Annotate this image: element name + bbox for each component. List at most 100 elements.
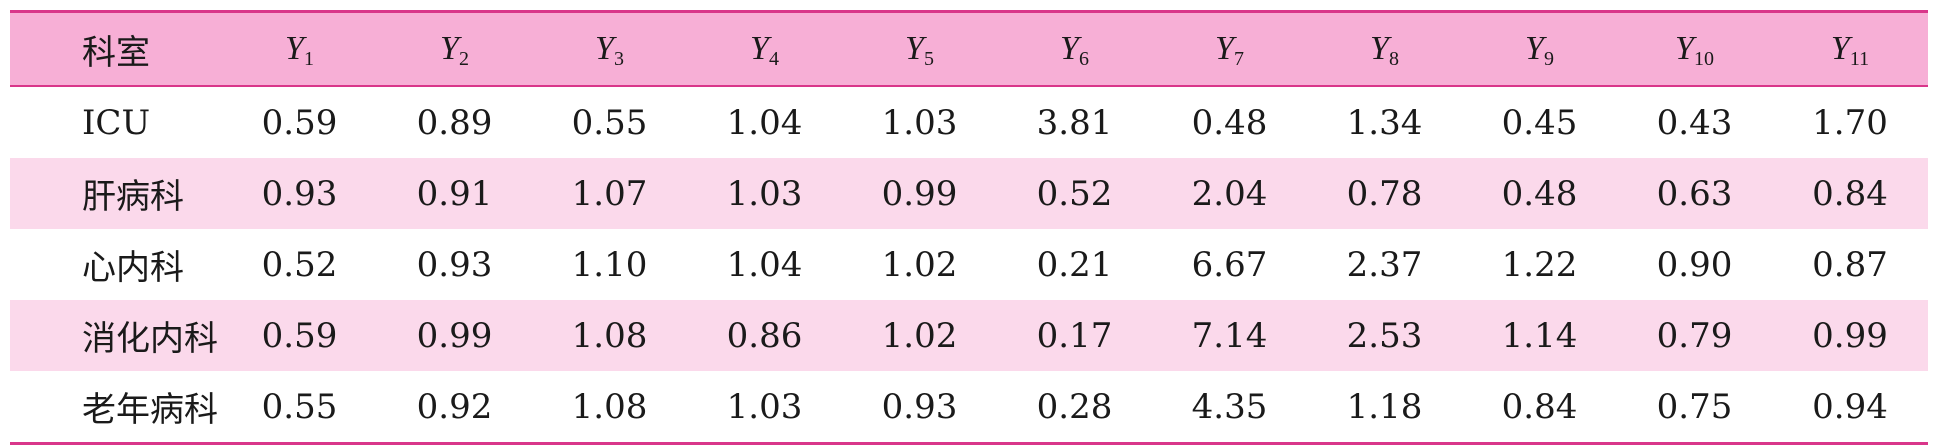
data-table-container: 科室 Y1 Y2 Y3 Y4 Y5 Y6 Y7 Y8 Y9 Y10 Y11 ICU 0.59 0.89 0… <box>10 10 1928 445</box>
value-cell: 0.89 <box>416 102 493 143</box>
value-cell: 4.35 <box>1191 386 1268 427</box>
value-cell: 0.28 <box>1036 386 1113 427</box>
value-cell: 0.43 <box>1656 102 1733 143</box>
variable-subscript: 11 <box>1849 47 1870 70</box>
value-cell: 0.55 <box>261 386 338 427</box>
value-cell: 1.10 <box>571 244 648 285</box>
variable-subscript: 4 <box>768 47 779 70</box>
value-cell: 0.99 <box>416 315 493 356</box>
header-variable: Y11 <box>1830 29 1870 70</box>
value-cell: 0.48 <box>1501 173 1578 214</box>
value-cell: 0.93 <box>416 244 493 285</box>
value-cell: 0.55 <box>571 102 648 143</box>
table-header: 科室 Y1 Y2 Y3 Y4 Y5 Y6 Y7 Y8 Y9 Y10 Y11 <box>10 11 1928 87</box>
header-variable: Y5 <box>905 30 934 70</box>
table-body: ICU 0.59 0.89 0.55 1.04 1.03 3.81 0.48 1.34 0.45 0… <box>10 86 1928 444</box>
value-cell: 1.14 <box>1501 315 1578 356</box>
header-variable: Y2 <box>440 29 469 70</box>
value-cell: 1.03 <box>726 173 803 214</box>
value-cell: 1.02 <box>881 244 958 285</box>
value-cell: 1.34 <box>1346 102 1423 143</box>
variable-subscript: 3 <box>613 47 624 70</box>
value-cell: 1.04 <box>726 102 803 143</box>
variable-letter: Y <box>285 29 304 67</box>
value-cell: 0.52 <box>1036 173 1113 214</box>
value-cell: 0.99 <box>1812 315 1888 356</box>
variable-letter: Y <box>1525 29 1544 67</box>
table-row: 肝病科 0.93 0.91 1.07 1.03 0.99 0.52 2.04 0.78 0.48 0… <box>10 158 1928 229</box>
variable-subscript: 5 <box>923 47 934 70</box>
value-cell: 0.59 <box>261 315 338 356</box>
header-y1: Y1 <box>222 12 377 87</box>
dept-cell: 心内科 <box>82 248 184 288</box>
value-cell: 0.59 <box>261 102 338 143</box>
table-row: 老年病科 0.55 0.92 1.08 1.03 0.93 0.28 4.35 1.18 0.84… <box>10 371 1928 444</box>
value-cell: 0.90 <box>1656 244 1733 285</box>
value-cell: 0.84 <box>1501 386 1578 427</box>
variable-letter: Y <box>750 29 769 67</box>
header-y4: Y4 <box>687 12 842 87</box>
value-cell: 0.93 <box>881 386 958 427</box>
header-dept: 科室 <box>82 32 150 73</box>
variable-subscript: 9 <box>1543 47 1554 70</box>
value-cell: 0.52 <box>261 244 338 285</box>
value-cell: 7.14 <box>1191 315 1268 356</box>
variable-letter: Y <box>1060 29 1079 67</box>
header-variable: Y7 <box>1215 29 1244 70</box>
header-y10: Y10 <box>1617 12 1772 87</box>
variable-subscript: 1 <box>303 47 314 70</box>
value-cell: 0.99 <box>881 173 958 214</box>
value-cell: 0.45 <box>1501 102 1578 143</box>
value-cell: 0.91 <box>416 173 493 214</box>
variable-subscript: 10 <box>1693 47 1714 70</box>
variable-subscript: 2 <box>458 47 469 70</box>
value-cell: 0.21 <box>1036 244 1113 285</box>
value-cell: 1.18 <box>1346 386 1423 427</box>
header-variable: Y10 <box>1675 29 1714 70</box>
header-y11: Y11 <box>1772 12 1928 87</box>
value-cell: 6.67 <box>1191 244 1268 285</box>
value-cell: 2.37 <box>1346 244 1423 285</box>
value-cell: 2.04 <box>1191 173 1268 214</box>
header-y9: Y9 <box>1462 12 1617 87</box>
header-row: 科室 Y1 Y2 Y3 Y4 Y5 Y6 Y7 Y8 Y9 Y10 Y11 <box>10 11 1928 87</box>
header-y5: Y5 <box>842 12 997 87</box>
variable-letter: Y <box>1675 29 1694 67</box>
header-variable: Y4 <box>750 29 779 70</box>
variable-letter: Y <box>440 29 459 67</box>
header-y6: Y6 <box>997 12 1152 87</box>
header-y7: Y7 <box>1152 12 1307 87</box>
table-row: ICU 0.59 0.89 0.55 1.04 1.03 3.81 0.48 1.34 0.45 0… <box>10 86 1928 158</box>
value-cell: 0.93 <box>261 173 338 214</box>
header-y8: Y8 <box>1307 12 1462 87</box>
value-cell: 1.04 <box>726 244 803 285</box>
value-cell: 1.02 <box>881 315 958 356</box>
variable-letter: Y <box>595 29 614 67</box>
value-cell: 1.03 <box>881 102 958 143</box>
value-cell: 1.03 <box>726 386 803 427</box>
value-cell: 1.07 <box>571 173 648 214</box>
header-variable: Y1 <box>285 29 314 70</box>
header-variable: Y8 <box>1370 30 1399 70</box>
value-cell: 0.84 <box>1812 173 1888 214</box>
value-cell: 0.48 <box>1191 102 1268 143</box>
table-row: 心内科 0.52 0.93 1.10 1.04 1.02 0.21 6.67 2.37 1.22 0… <box>10 229 1928 300</box>
dept-cell: ICU <box>82 102 151 143</box>
dept-cell: 消化内科 <box>82 319 218 359</box>
value-cell: 0.86 <box>726 315 803 356</box>
value-cell: 1.08 <box>571 386 648 427</box>
value-cell: 0.79 <box>1656 315 1733 356</box>
value-cell: 1.70 <box>1812 102 1888 143</box>
dept-cell: 肝病科 <box>82 177 184 217</box>
value-cell: 1.22 <box>1501 244 1578 285</box>
variable-letter: Y <box>1830 29 1850 67</box>
department-indicator-table: 科室 Y1 Y2 Y3 Y4 Y5 Y6 Y7 Y8 Y9 Y10 Y11 ICU 0.59 0.89 0… <box>10 10 1928 445</box>
value-cell: 0.78 <box>1346 173 1423 214</box>
variable-letter: Y <box>1215 29 1234 67</box>
header-variable: Y6 <box>1060 29 1089 70</box>
variable-subscript: 7 <box>1233 47 1244 70</box>
header-y3: Y3 <box>532 12 687 87</box>
value-cell: 0.17 <box>1036 315 1113 356</box>
value-cell: 2.53 <box>1346 315 1423 356</box>
value-cell: 3.81 <box>1036 102 1113 143</box>
